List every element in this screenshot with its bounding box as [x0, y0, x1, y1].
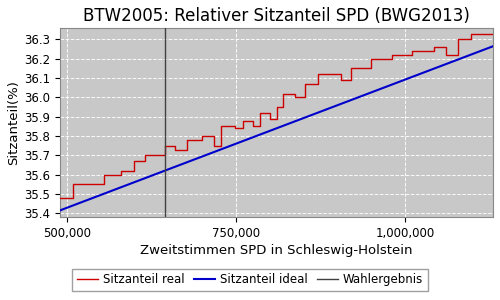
- Sitzanteil real: [256, 111, 262, 115]
- Sitzanteil real: [162, 144, 168, 148]
- Line: Sitzanteil real: Sitzanteil real: [60, 34, 493, 198]
- Sitzanteil real: [118, 173, 124, 176]
- X-axis label: Zweitstimmen SPD in Schleswig-Holstein: Zweitstimmen SPD in Schleswig-Holstein: [140, 244, 413, 257]
- Sitzanteil real: [490, 32, 496, 35]
- Legend: Sitzanteil real, Sitzanteil ideal, Wahlergebnis: Sitzanteil real, Sitzanteil ideal, Wahle…: [72, 269, 428, 291]
- Sitzanteil real: [57, 196, 63, 200]
- Sitzanteil real: [468, 32, 474, 35]
- Y-axis label: Sitzanteil(%): Sitzanteil(%): [7, 80, 20, 165]
- Sitzanteil real: [430, 49, 436, 53]
- Title: BTW2005: Relativer Sitzanteil SPD (BWG2013): BTW2005: Relativer Sitzanteil SPD (BWG20…: [83, 7, 470, 25]
- Sitzanteil real: [184, 138, 190, 142]
- Sitzanteil real: [292, 92, 298, 95]
